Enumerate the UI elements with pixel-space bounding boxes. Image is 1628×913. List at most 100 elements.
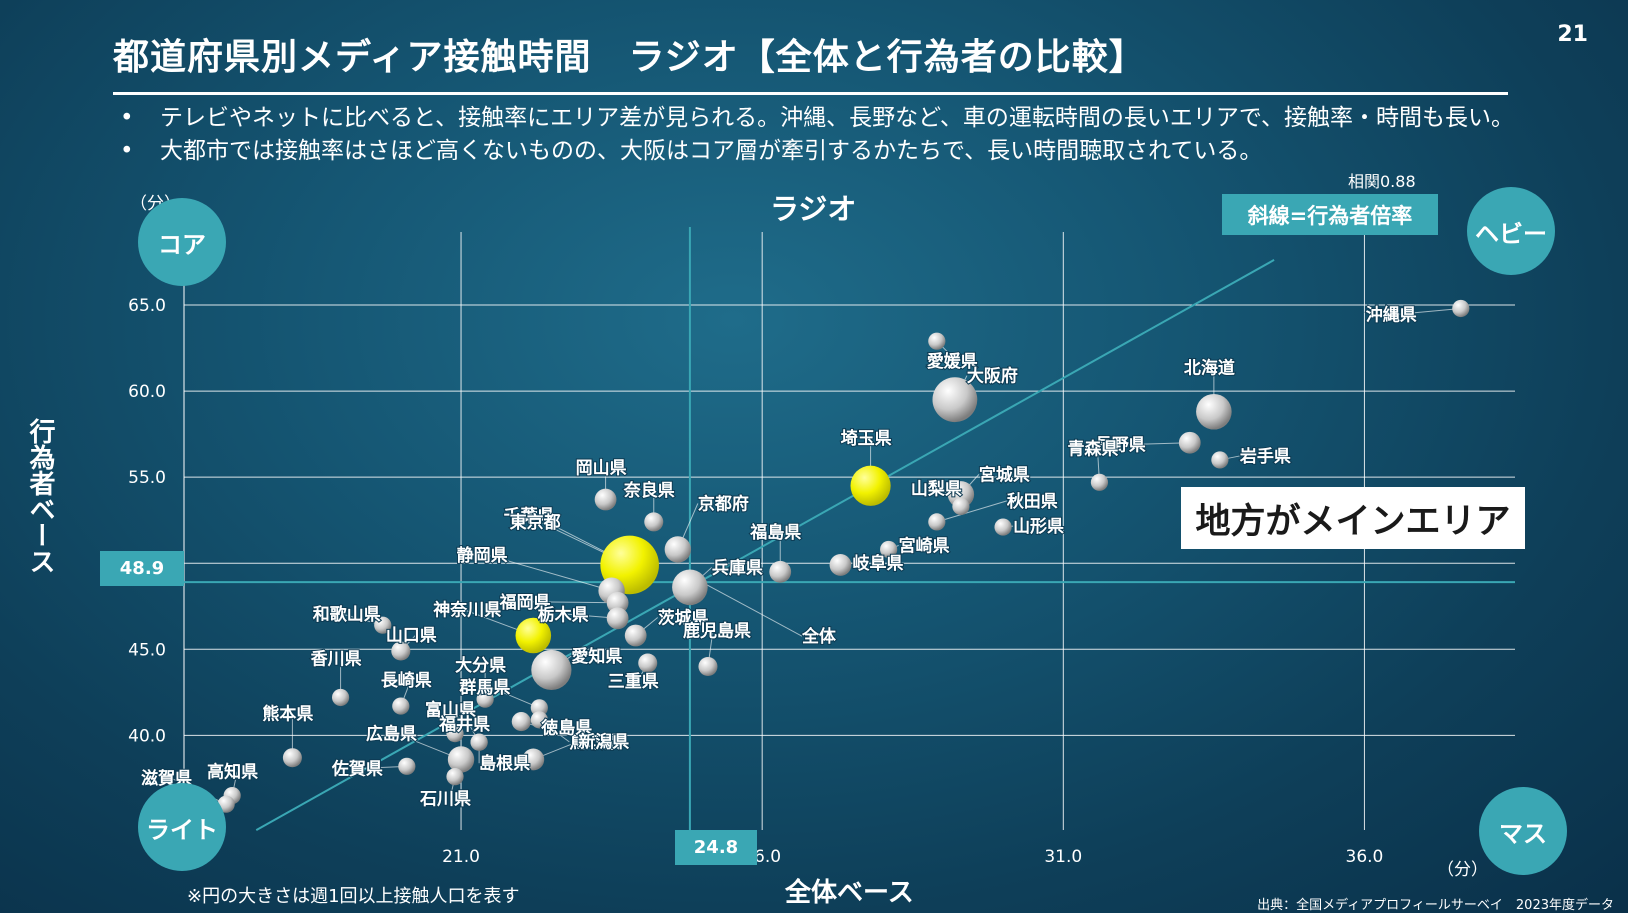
bubble-石川県	[446, 768, 464, 786]
corner-mass-badge: マス	[1479, 787, 1567, 875]
point-label: 大分県	[455, 655, 506, 676]
bubble-奈良県	[644, 512, 664, 532]
bubble-徳島県	[511, 712, 531, 732]
bullet-item: • テレビやネットに比べると、接触率にエリア差が見られる。沖縄、長野など、車の運転…	[120, 102, 1514, 135]
point-label: 岡山県	[576, 459, 627, 479]
point-label: 宮城県	[979, 464, 1030, 485]
y-tick-label: 40.0	[128, 726, 166, 746]
x-tick-label: 36.0	[1346, 847, 1384, 867]
bubble-三重県	[638, 653, 658, 673]
corner-core-badge: コア	[138, 198, 226, 286]
correlation-label: 相関0.88	[1348, 172, 1416, 191]
bullet-item: • 大都市では接触率はさほど高くないものの、大阪はコア層が牽引するかたちで、長い時…	[120, 135, 1514, 168]
point-label: 秋田県	[1007, 491, 1058, 512]
bubble-熊本県	[282, 748, 302, 768]
trend-line	[255, 259, 1275, 831]
point-label: 全体	[801, 626, 837, 647]
label-leaders	[170, 307, 1461, 805]
point-label: 福井県	[438, 714, 490, 735]
point-label: 長野県	[1095, 436, 1146, 456]
y-axis-title: 行為者ベース	[25, 418, 55, 574]
bubble-埼玉県	[850, 465, 891, 506]
bubble-神奈川県	[515, 617, 552, 654]
page-number: 21	[1557, 22, 1588, 47]
point-label: 広島県	[366, 723, 417, 744]
point-label: 群馬県	[459, 677, 510, 698]
bubble-size-note: ※円の大きさは週1回以上接触人口を表す	[187, 886, 520, 907]
point-label: 山形県	[1013, 516, 1064, 537]
bubble-岡山県	[594, 488, 617, 511]
bubble-島根県	[470, 733, 488, 751]
y-tick-label: 45.0	[128, 640, 166, 660]
bubble-大阪府	[932, 377, 978, 423]
point-label: 新潟県	[578, 731, 629, 752]
x-axis-title: 全体ベース	[785, 878, 914, 908]
chart-title: ラジオ	[770, 192, 857, 226]
point-label: 福岡県	[499, 592, 551, 613]
bubble-青森県	[1090, 473, 1109, 491]
bubbles	[217, 299, 1470, 813]
leader-line	[486, 554, 612, 592]
point-label: 徳島県	[540, 718, 592, 739]
point-label: 沖縄県	[1366, 304, 1417, 325]
x-tick-label: 21.0	[442, 847, 480, 867]
bullet-marker: •	[120, 138, 134, 164]
point-label: 北海道	[1184, 358, 1235, 379]
bubble-栃木県	[606, 607, 629, 630]
bullet-text: 大都市では接触率はさほど高くないものの、大阪はコア層が牽引するかたちで、長い時間…	[160, 138, 1263, 164]
bubble-大分県	[476, 690, 494, 708]
point-label: 鳥取県	[569, 732, 620, 753]
bubble-佐賀県	[398, 757, 416, 775]
point-label: 三重県	[608, 671, 659, 692]
bubble-新潟県	[522, 748, 545, 771]
bubble-香川県	[331, 688, 350, 707]
bubble-岩手県	[1211, 451, 1229, 469]
point-label: 東京都	[510, 512, 561, 533]
bubble-北海道	[1196, 393, 1232, 430]
bullet-marker: •	[120, 105, 134, 131]
ref-x-badge: 24.8	[675, 830, 757, 865]
x-unit: （分）	[1437, 860, 1488, 880]
bubble-山口県	[391, 641, 411, 661]
y-tick-label: 55.0	[128, 468, 166, 488]
point-label: 愛知県	[571, 646, 622, 667]
point-label: 青森県	[1067, 438, 1118, 459]
bubble-愛知県	[531, 649, 572, 691]
bubble-山梨県	[952, 497, 970, 516]
bubble-長野県	[1178, 431, 1201, 454]
reference-lines	[104, 227, 1515, 830]
point-label: 千葉県	[504, 505, 555, 526]
bubble-鳥取県	[530, 711, 548, 729]
bubble-沖縄県	[1452, 299, 1470, 318]
callout-box: 地方がメインエリア	[1181, 487, 1525, 549]
point-label: 佐賀県	[331, 758, 383, 779]
bubble-富山県	[446, 725, 464, 743]
point-label: 兵庫県	[712, 557, 763, 578]
point-label: 岩手県	[1239, 446, 1291, 467]
point-label: 富山県	[425, 700, 476, 721]
point-label: 高知県	[207, 762, 258, 783]
y-tick-label: 65.0	[128, 296, 166, 316]
point-label: 埼玉県	[841, 428, 892, 449]
bubble-岐阜県	[829, 554, 852, 576]
bubble-福島県	[769, 560, 792, 583]
bubble-長崎県	[392, 697, 410, 715]
point-label: 熊本県	[262, 704, 313, 725]
point-label: 長崎県	[381, 670, 432, 691]
bubble-兵庫県	[672, 569, 708, 606]
point-label: 香川県	[311, 649, 362, 669]
bubble-群馬県	[530, 699, 548, 717]
point-label: 奈良県	[623, 480, 675, 501]
point-label: 愛媛県	[927, 351, 978, 372]
point-label: 鹿児島県	[683, 620, 751, 641]
point-label: 静岡県	[457, 545, 508, 566]
x-tick-label: 31.0	[1044, 847, 1082, 867]
leader-line	[529, 601, 618, 604]
bubble-宮崎県	[880, 540, 898, 559]
bubble-鹿児島県	[698, 656, 718, 677]
corner-heavy-badge: ヘビー	[1467, 187, 1555, 275]
leader-line	[701, 581, 803, 637]
bubble-福岡県	[606, 591, 629, 614]
y-tick-label: 60.0	[128, 382, 166, 402]
